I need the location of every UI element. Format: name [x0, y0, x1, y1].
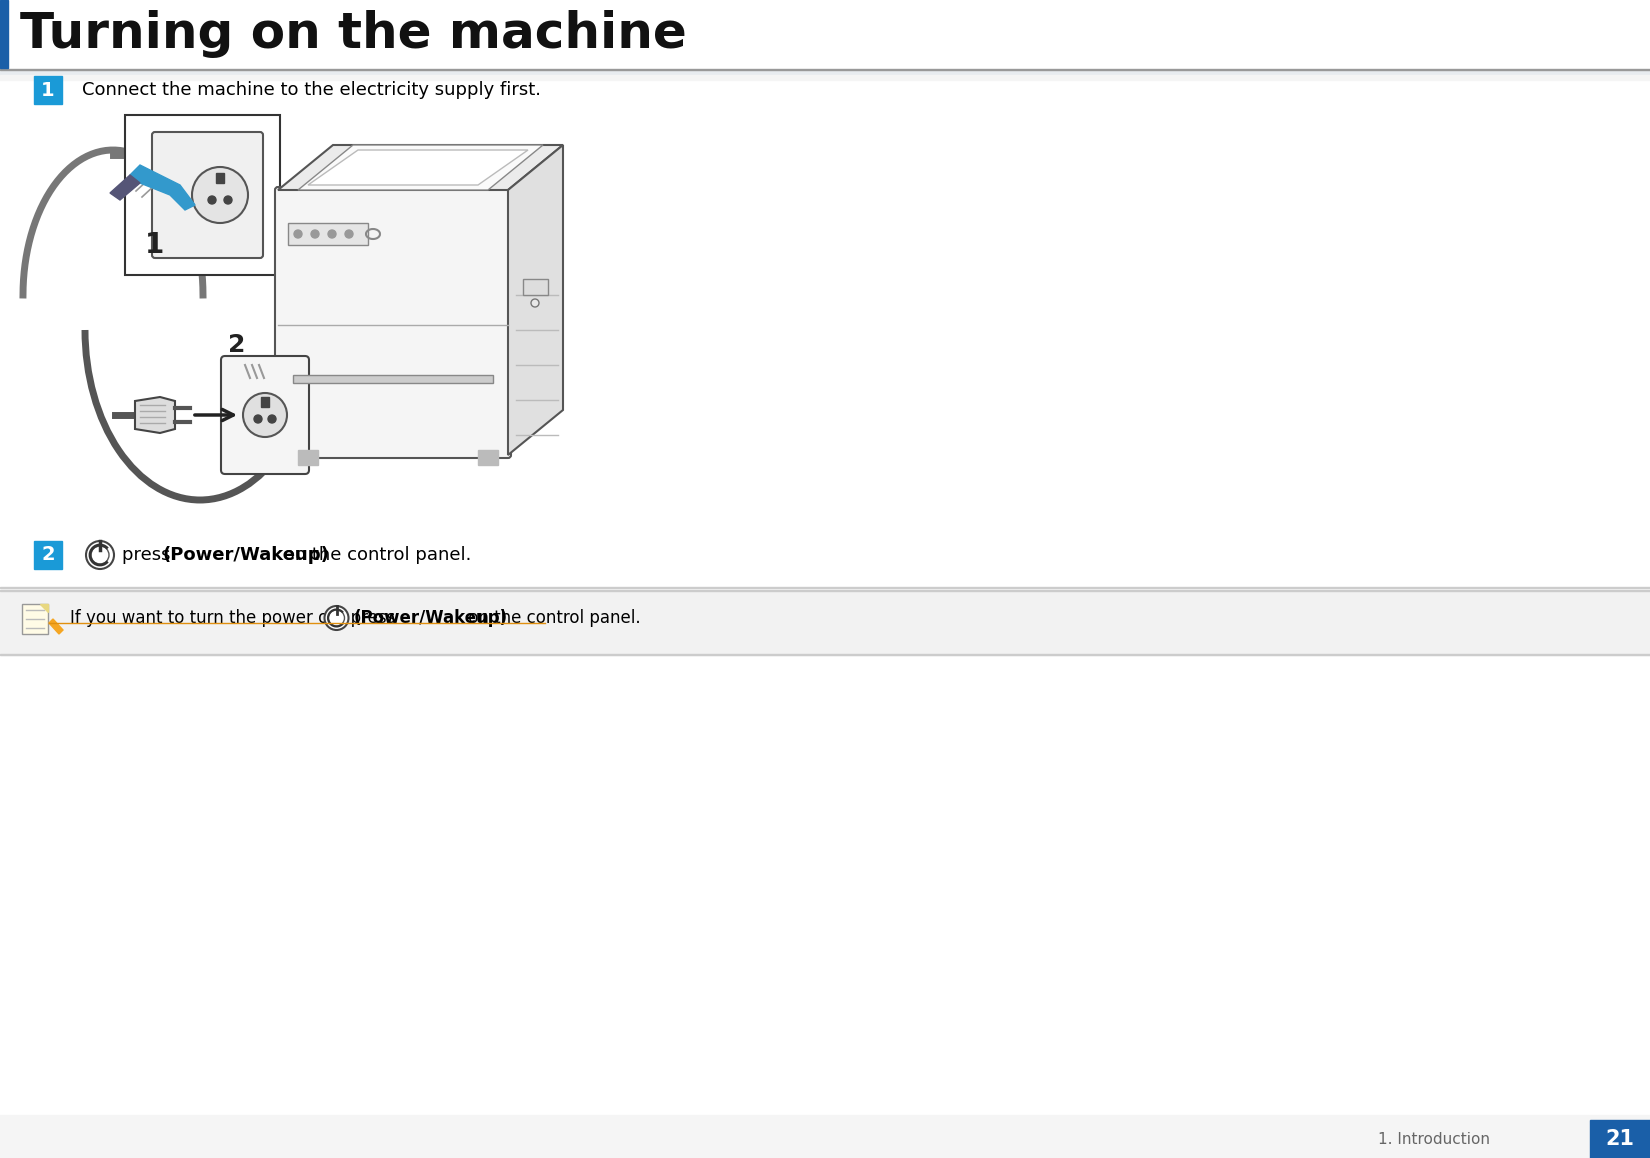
Text: on the control panel.: on the control panel. [277, 547, 470, 564]
Circle shape [243, 393, 287, 437]
Polygon shape [111, 175, 140, 200]
Bar [0, 586, 1650, 588]
Circle shape [191, 167, 248, 223]
Bar [1591, 1120, 1650, 1158]
Circle shape [345, 230, 353, 239]
Circle shape [86, 541, 114, 569]
Circle shape [325, 606, 348, 630]
Text: 1: 1 [41, 81, 54, 100]
Text: 1. Introduction: 1. Introduction [1378, 1131, 1490, 1146]
Bar [216, 173, 224, 183]
Circle shape [328, 610, 345, 626]
Bar [0, 0, 1650, 68]
Circle shape [531, 299, 540, 307]
Bar [35, 76, 63, 104]
Polygon shape [277, 145, 563, 190]
Text: Turning on the machine: Turning on the machine [20, 10, 686, 58]
Bar [523, 279, 548, 295]
FancyBboxPatch shape [152, 132, 262, 258]
FancyBboxPatch shape [125, 115, 280, 274]
Circle shape [91, 547, 109, 564]
FancyBboxPatch shape [221, 356, 309, 474]
Polygon shape [50, 620, 63, 633]
Bar [294, 375, 493, 383]
FancyBboxPatch shape [21, 604, 48, 633]
Text: If you want to turn the power off, press: If you want to turn the power off, press [69, 609, 401, 626]
Bar [0, 0, 8, 68]
Bar [289, 223, 368, 245]
Polygon shape [40, 604, 48, 611]
Bar [0, 589, 1650, 655]
Circle shape [310, 230, 318, 239]
Text: 2: 2 [228, 334, 246, 357]
Circle shape [294, 230, 302, 239]
Text: 1: 1 [145, 230, 165, 259]
Bar [299, 450, 318, 466]
Text: Connect the machine to the electricity supply first.: Connect the machine to the electricity s… [82, 81, 541, 98]
Polygon shape [130, 164, 195, 210]
Bar [0, 75, 1650, 80]
FancyBboxPatch shape [276, 186, 512, 459]
Circle shape [328, 230, 337, 239]
Polygon shape [299, 145, 543, 190]
Bar [0, 1115, 1650, 1158]
Bar [0, 69, 1650, 75]
Polygon shape [309, 151, 528, 185]
Bar [261, 397, 269, 406]
Circle shape [267, 415, 276, 423]
Circle shape [208, 196, 216, 204]
Circle shape [224, 196, 233, 204]
Text: (Power/Wakeup): (Power/Wakeup) [163, 547, 330, 564]
Text: press: press [122, 547, 177, 564]
Bar [478, 450, 498, 466]
Polygon shape [508, 145, 563, 455]
Text: 21: 21 [1605, 1129, 1635, 1149]
Text: on the control panel.: on the control panel. [462, 609, 640, 626]
Circle shape [254, 415, 262, 423]
Text: (Power/Wakeup): (Power/Wakeup) [353, 609, 508, 626]
Polygon shape [135, 397, 175, 433]
Bar [35, 541, 63, 569]
Bar [0, 653, 1650, 655]
Text: 2: 2 [41, 545, 54, 564]
Bar [0, 589, 1650, 591]
